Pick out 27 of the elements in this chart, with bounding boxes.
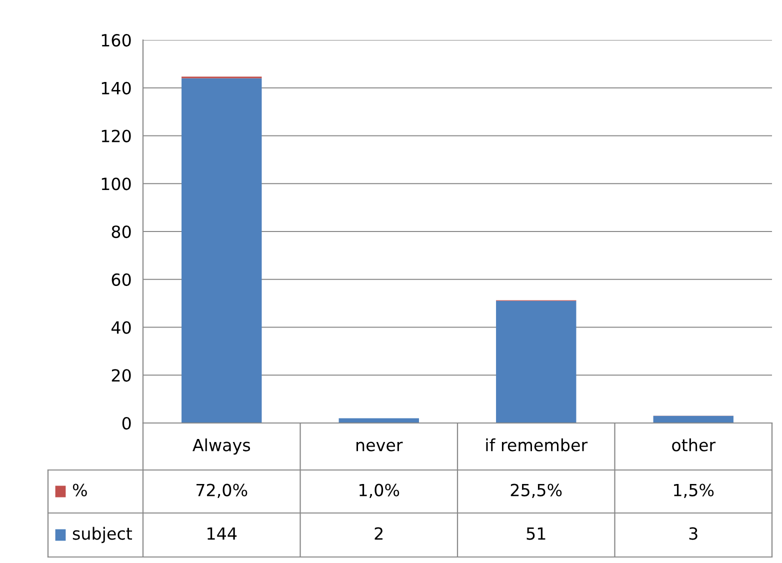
y-tick-label: 60 bbox=[112, 273, 131, 286]
y-tick-label: 100 bbox=[102, 178, 131, 190]
data-label: 72,0% bbox=[196, 484, 248, 498]
bar bbox=[182, 78, 262, 423]
bar bbox=[653, 416, 734, 423]
legend-label: % bbox=[72, 484, 87, 496]
data-label: 1,0% bbox=[360, 484, 400, 498]
data-label: 3 bbox=[689, 527, 698, 540]
data-label: 51 bbox=[526, 527, 546, 540]
legend-label: subject bbox=[72, 526, 132, 544]
x-tick-label: other bbox=[672, 438, 716, 452]
y-tick-label: 80 bbox=[112, 225, 131, 238]
data-label: 144 bbox=[208, 527, 237, 540]
data-label: 1,5% bbox=[674, 484, 714, 498]
data-label: 25,5% bbox=[510, 484, 562, 498]
y-tick-label: 0 bbox=[122, 416, 131, 430]
x-tick-label: Always bbox=[192, 438, 250, 455]
bar bbox=[496, 300, 576, 423]
y-tick-label: 20 bbox=[112, 369, 131, 382]
x-tick-label: if remember bbox=[486, 438, 588, 452]
y-tick-label: 40 bbox=[111, 321, 131, 334]
x-tick-label: never bbox=[356, 442, 403, 452]
data-label: 2 bbox=[374, 527, 383, 540]
bar bbox=[338, 418, 419, 423]
y-tick-label: 140 bbox=[102, 82, 131, 94]
y-tick-label: 160 bbox=[102, 34, 131, 47]
y-tick-label: 120 bbox=[102, 130, 131, 142]
